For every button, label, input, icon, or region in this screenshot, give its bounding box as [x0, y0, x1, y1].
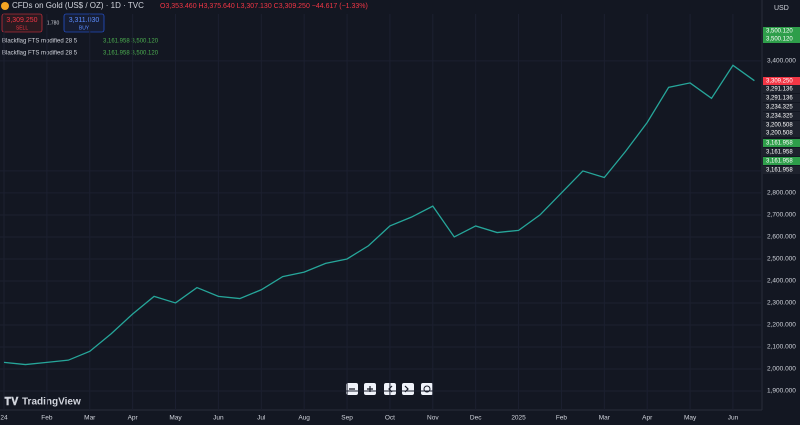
price-label: 3,234.325: [766, 105, 793, 111]
indicator-name: Blackflag FTS modified 28 5: [2, 51, 78, 57]
y-tick-label: 2,700.000: [767, 212, 796, 219]
y-tick-label: 2,500.000: [767, 256, 796, 263]
x-tick-label: 2025: [511, 415, 526, 422]
price-label-box: [763, 94, 800, 102]
ohlc: O3,353.460 H3,375.640 L3,307.130 C3,309.…: [160, 3, 368, 10]
x-tick-label: Apr: [642, 415, 653, 422]
x-tick-label: Feb: [41, 415, 53, 422]
reset-icon: [423, 385, 431, 393]
button-icons: [349, 385, 409, 393]
y-tick-label: 2,600.000: [767, 234, 796, 241]
x-tick-label: Feb: [556, 415, 568, 422]
price-label: 3,200.508: [766, 123, 793, 129]
x-tick-label: Jun: [728, 415, 739, 422]
price-label: 3,161.958: [766, 141, 793, 147]
price-label: 3,161.958: [766, 168, 793, 174]
buy-label[interactable]: BUY: [79, 25, 90, 31]
price-label-box: [763, 112, 800, 120]
price-label-box: [763, 77, 800, 85]
reset-button[interactable]: [421, 383, 433, 395]
x-tick-label: Mar: [599, 415, 611, 422]
y-tick-label: 2,000.000: [767, 366, 796, 373]
brand: 𝐓𝐕 TradingView: [4, 396, 81, 408]
price-label-box: [763, 27, 800, 35]
symbol: CFDs on Gold (US$ / OZ) · 1D · TVC: [12, 1, 144, 10]
indicator-values: 3,161.958 3,500.120: [103, 39, 159, 45]
spread: 1.780: [47, 20, 60, 26]
price-label: 3,291.136: [766, 96, 793, 102]
price-label: 3,161.958: [766, 159, 793, 165]
price-label-box: [763, 85, 800, 93]
y-tick-label: 2,200.000: [767, 322, 796, 329]
price-label: 3,161.958: [766, 150, 793, 156]
x-tick-label: Jun: [213, 415, 224, 422]
price-label: 3,234.325: [766, 114, 793, 120]
y-tick-label: 2,400.000: [767, 278, 796, 285]
x-tick-label: Dec: [470, 415, 482, 422]
price-label: 3,309.250: [766, 79, 793, 85]
price-label-box: [763, 166, 800, 174]
y-tick-label: 2,800.000: [767, 190, 796, 197]
symbol-icon: [1, 2, 9, 10]
y-tick-label: 1,900.000: [767, 388, 796, 395]
price-label-box: [763, 148, 800, 156]
y-tick-label: 2,100.000: [767, 344, 796, 351]
brand-logo: 𝐓𝐕: [4, 396, 19, 408]
price-label-box: [763, 157, 800, 165]
x-tick-label: May: [169, 415, 182, 422]
price-label: 3,200.508: [766, 131, 793, 137]
buy-price[interactable]: 3,311.030: [69, 17, 100, 24]
sell-button[interactable]: [1, 13, 43, 33]
price-line: [3, 64, 755, 366]
x-tick-label: Jul: [257, 415, 266, 422]
x-tick-label: Sep: [341, 415, 353, 422]
x-tick-label: Mar: [84, 415, 96, 422]
price-label-box: [763, 35, 800, 43]
x-tick-label: Apr: [128, 415, 139, 422]
price-label-box: [763, 121, 800, 129]
buy-button[interactable]: [63, 13, 105, 33]
price-label-box: [763, 129, 800, 137]
zoom-controls: [346, 383, 433, 395]
price-label-box: [763, 103, 800, 111]
x-tick-label: Nov: [427, 415, 439, 422]
sell-price[interactable]: 3,309.250: [6, 17, 37, 24]
brand-name: TradingView: [22, 397, 81, 408]
price-label: 3,500.120: [766, 29, 793, 35]
price-label-box: [763, 139, 800, 147]
indicator-values: 3,161.958 3,500.120: [103, 51, 159, 57]
currency[interactable]: USD: [774, 5, 789, 12]
sell-label[interactable]: SELL: [16, 25, 28, 31]
price-label: 3,291.136: [766, 87, 793, 93]
indicator-name: Blackflag FTS modified 28 5: [2, 39, 78, 45]
y-tick-label: 2,300.000: [767, 300, 796, 307]
price-label: 3,500.120: [766, 37, 793, 43]
y-tick-label: 3,400.000: [767, 58, 796, 65]
x-tick-label: Oct: [385, 415, 395, 422]
x-tick-label: Aug: [298, 415, 310, 422]
x-tick-label: May: [684, 415, 697, 422]
x-tick-label: 24: [0, 415, 8, 422]
